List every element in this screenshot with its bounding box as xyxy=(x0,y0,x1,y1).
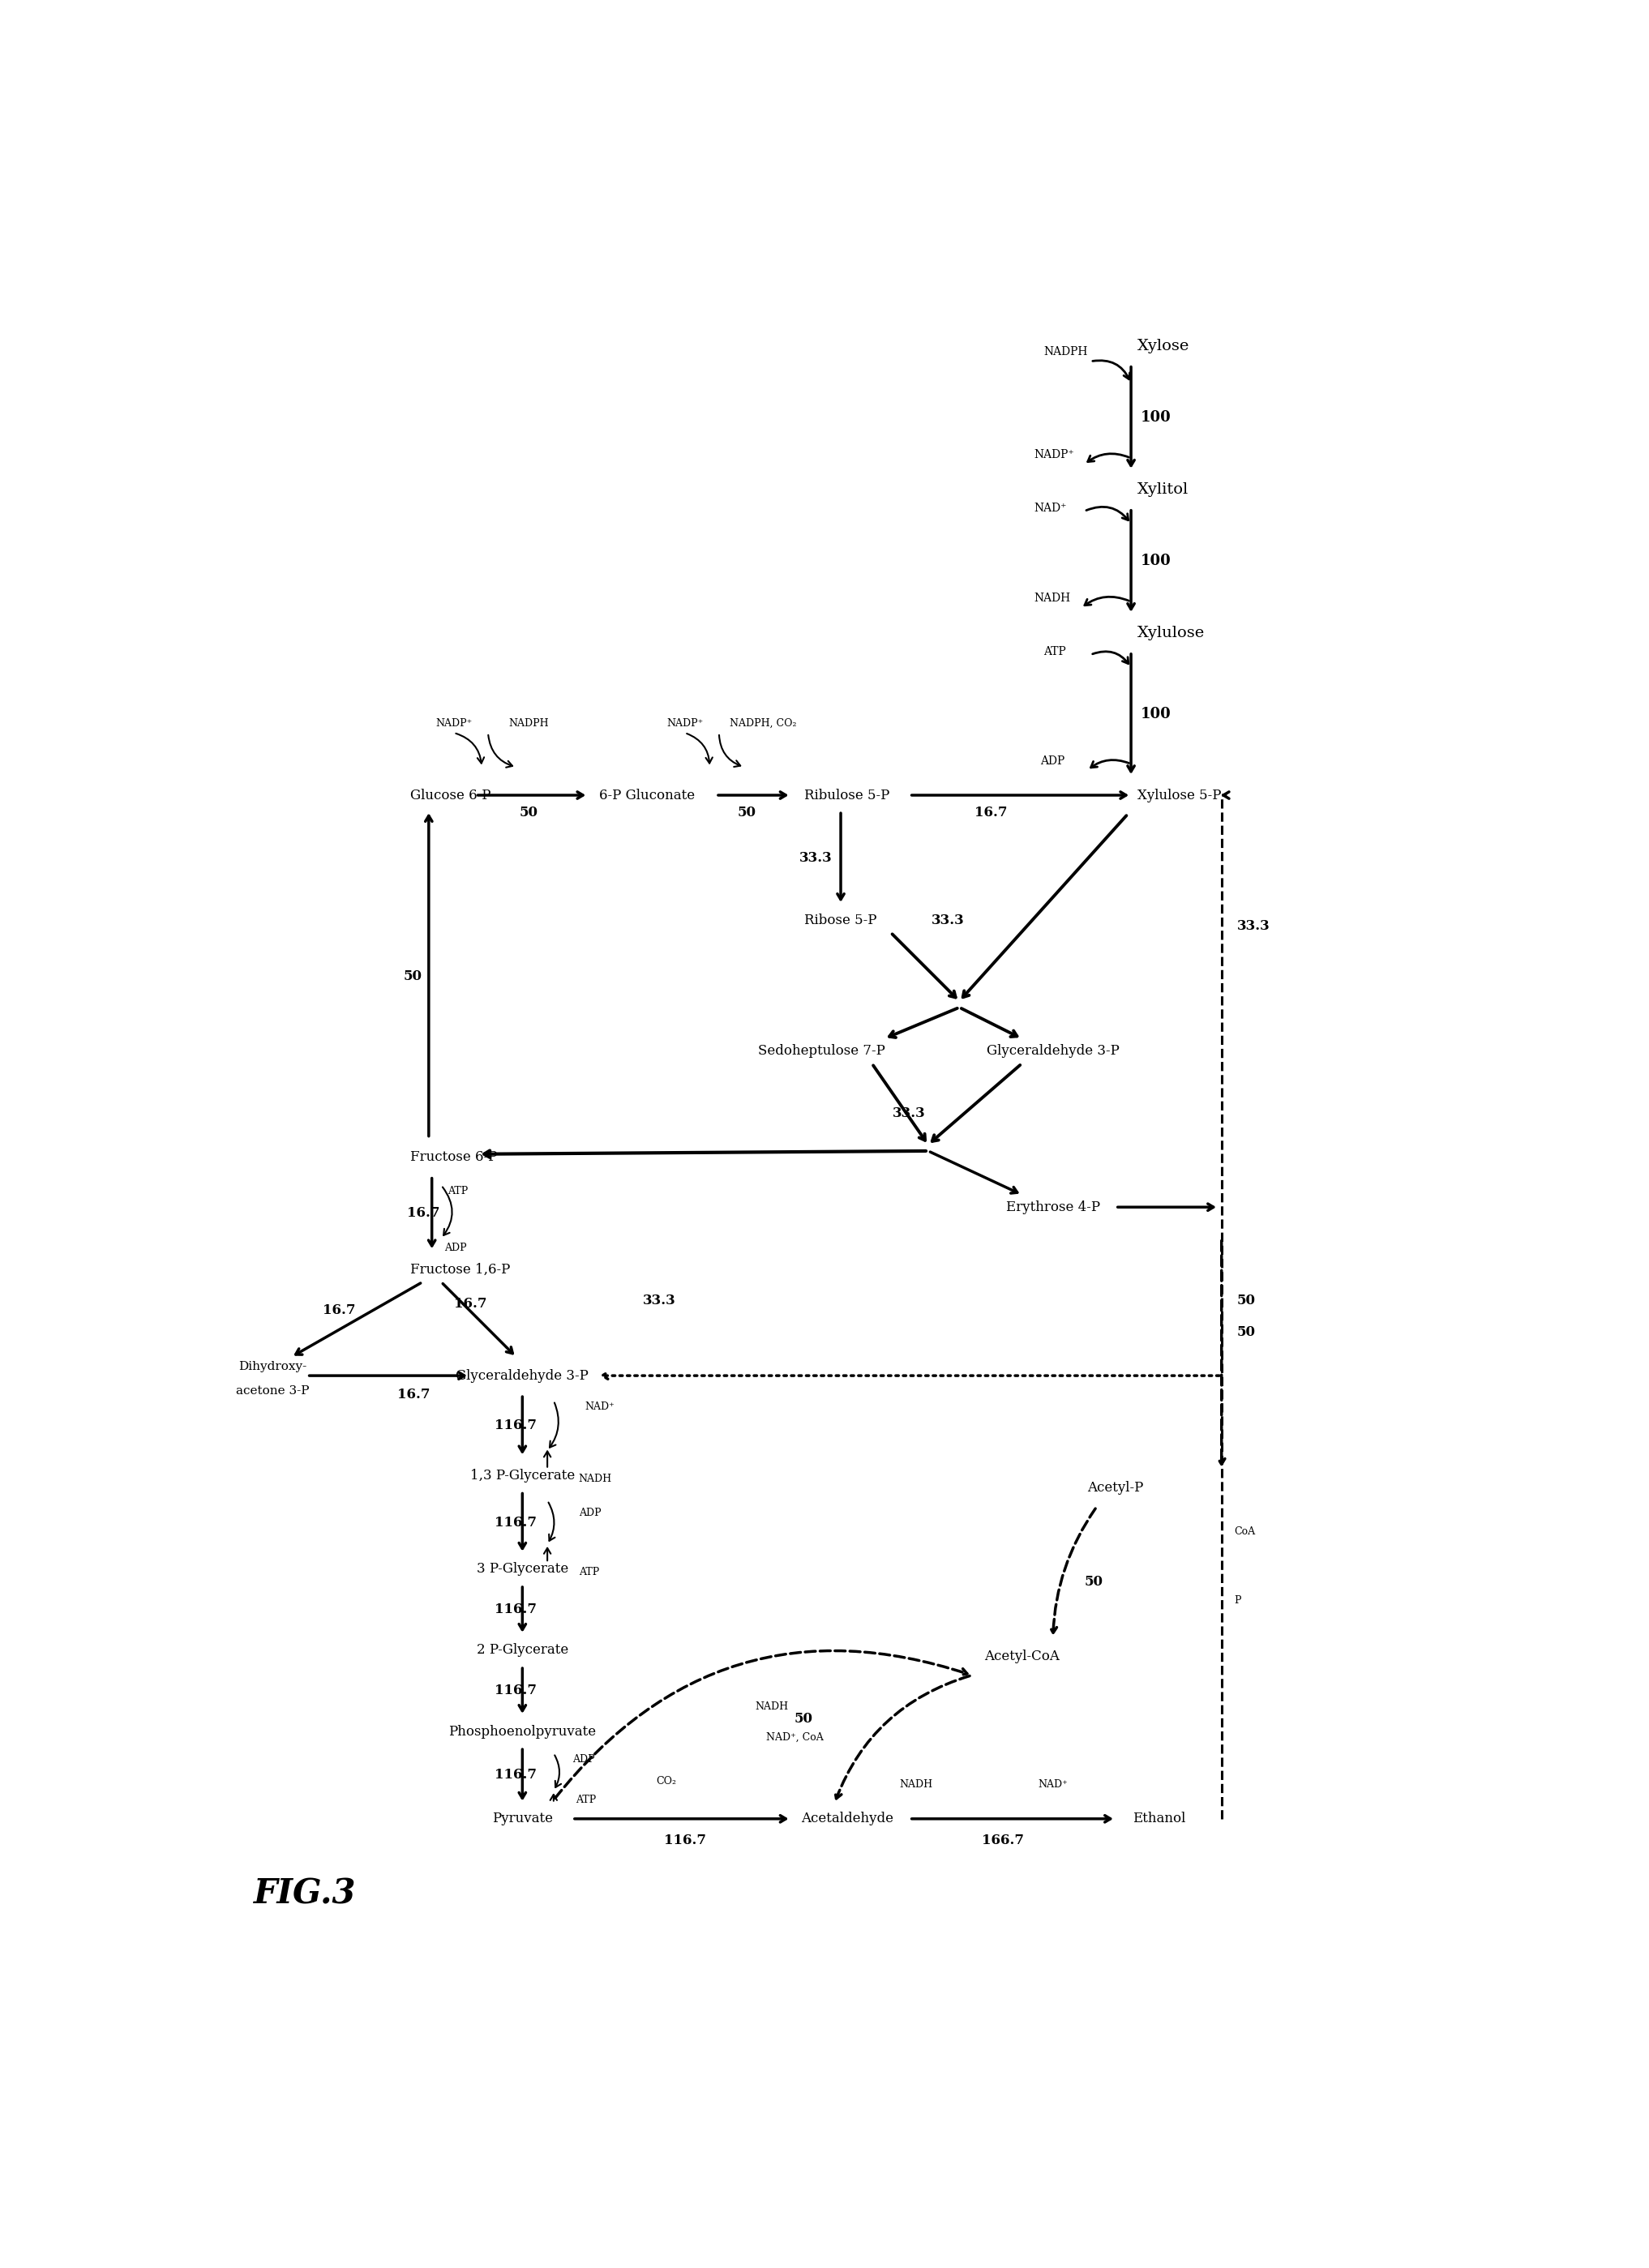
Text: acetone 3-P: acetone 3-P xyxy=(236,1386,310,1397)
Text: Ribulose 5-P: Ribulose 5-P xyxy=(805,789,890,803)
Text: ADP: ADP xyxy=(1041,755,1065,767)
Text: NADH: NADH xyxy=(755,1701,788,1712)
Text: NADP⁺: NADP⁺ xyxy=(435,719,472,728)
Text: Ethanol: Ethanol xyxy=(1133,1812,1186,1826)
Text: Xylulose: Xylulose xyxy=(1138,626,1205,640)
Text: NADPH, CO₂: NADPH, CO₂ xyxy=(729,719,796,728)
Text: 100: 100 xyxy=(1141,708,1171,721)
Text: FIG.3: FIG.3 xyxy=(254,1876,356,1910)
Text: 50: 50 xyxy=(1237,1325,1257,1338)
Text: Acetyl-CoA: Acetyl-CoA xyxy=(984,1649,1059,1662)
Text: CO₂: CO₂ xyxy=(656,1776,676,1787)
Text: ATP: ATP xyxy=(447,1186,468,1198)
Text: ADP: ADP xyxy=(572,1753,595,1765)
Text: 16.7: 16.7 xyxy=(323,1304,356,1318)
Text: 16.7: 16.7 xyxy=(975,805,1008,819)
Text: Phosphoenolpyruvate: Phosphoenolpyruvate xyxy=(449,1724,597,1737)
Text: ADP: ADP xyxy=(444,1243,467,1252)
Text: NAD⁺: NAD⁺ xyxy=(585,1402,615,1413)
Text: 2 P-Glycerate: 2 P-Glycerate xyxy=(477,1644,569,1658)
Text: 50: 50 xyxy=(1083,1574,1103,1588)
Text: 100: 100 xyxy=(1141,411,1171,424)
Text: Sedoheptulose 7-P: Sedoheptulose 7-P xyxy=(759,1043,886,1057)
Text: Glyceraldehyde 3-P: Glyceraldehyde 3-P xyxy=(986,1043,1120,1057)
Text: 166.7: 166.7 xyxy=(981,1835,1024,1848)
Text: ADP: ADP xyxy=(579,1508,600,1517)
Text: Fructose 6-P: Fructose 6-P xyxy=(411,1150,496,1163)
Text: 33.3: 33.3 xyxy=(800,850,833,864)
Text: Acetaldehyde: Acetaldehyde xyxy=(801,1812,894,1826)
Text: 33.3: 33.3 xyxy=(932,914,965,928)
Text: 16.7: 16.7 xyxy=(453,1297,486,1311)
Text: NADP⁺: NADP⁺ xyxy=(1034,449,1075,460)
Text: CoA: CoA xyxy=(1233,1526,1255,1538)
Text: 116.7: 116.7 xyxy=(663,1835,706,1848)
Text: P: P xyxy=(1233,1594,1242,1606)
Text: 50: 50 xyxy=(1237,1293,1257,1309)
Text: Xylose: Xylose xyxy=(1138,338,1189,354)
Text: Acetyl-P: Acetyl-P xyxy=(1087,1481,1143,1495)
Text: Pyruvate: Pyruvate xyxy=(491,1812,552,1826)
Text: 116.7: 116.7 xyxy=(495,1420,536,1433)
Text: 116.7: 116.7 xyxy=(495,1515,536,1529)
Text: Glyceraldehyde 3-P: Glyceraldehyde 3-P xyxy=(455,1370,589,1383)
Text: NADH: NADH xyxy=(1034,592,1070,603)
Text: 33.3: 33.3 xyxy=(643,1293,676,1309)
Text: Glucose 6-P: Glucose 6-P xyxy=(411,789,491,803)
Text: Dihydroxy-: Dihydroxy- xyxy=(239,1361,307,1372)
Text: Xylitol: Xylitol xyxy=(1138,483,1189,497)
Text: NAD⁺: NAD⁺ xyxy=(1039,1778,1069,1789)
Text: NADPH: NADPH xyxy=(508,719,549,728)
Text: 33.3: 33.3 xyxy=(892,1107,927,1120)
Text: 16.7: 16.7 xyxy=(397,1388,430,1402)
Text: NADPH: NADPH xyxy=(1044,347,1088,358)
Text: 33.3: 33.3 xyxy=(1237,919,1270,932)
Text: 3 P-Glycerate: 3 P-Glycerate xyxy=(477,1563,569,1576)
Text: ATP: ATP xyxy=(1044,646,1067,658)
Text: 1,3 P-Glycerate: 1,3 P-Glycerate xyxy=(470,1470,576,1483)
Text: 50: 50 xyxy=(404,968,422,982)
Text: 6-P Gluconate: 6-P Gluconate xyxy=(599,789,696,803)
Text: Xylulose 5-P: Xylulose 5-P xyxy=(1138,789,1222,803)
Text: 100: 100 xyxy=(1141,553,1171,569)
Text: ATP: ATP xyxy=(576,1794,595,1805)
Text: ATP: ATP xyxy=(579,1567,599,1579)
Text: 116.7: 116.7 xyxy=(495,1769,536,1783)
Text: Fructose 1,6-P: Fructose 1,6-P xyxy=(411,1263,510,1277)
Text: NADP⁺: NADP⁺ xyxy=(666,719,702,728)
Text: NAD⁺, CoA: NAD⁺, CoA xyxy=(765,1733,823,1742)
Text: 16.7: 16.7 xyxy=(407,1207,440,1220)
Text: 50: 50 xyxy=(519,805,538,819)
Text: NADH: NADH xyxy=(579,1474,612,1483)
Text: 116.7: 116.7 xyxy=(495,1603,536,1617)
Text: 50: 50 xyxy=(793,1712,813,1726)
Text: NADH: NADH xyxy=(899,1778,932,1789)
Text: Erythrose 4-P: Erythrose 4-P xyxy=(1006,1200,1100,1213)
Text: Ribose 5-P: Ribose 5-P xyxy=(805,914,877,928)
Text: 116.7: 116.7 xyxy=(495,1683,536,1699)
Text: NAD⁺: NAD⁺ xyxy=(1034,503,1067,515)
Text: 50: 50 xyxy=(737,805,757,819)
